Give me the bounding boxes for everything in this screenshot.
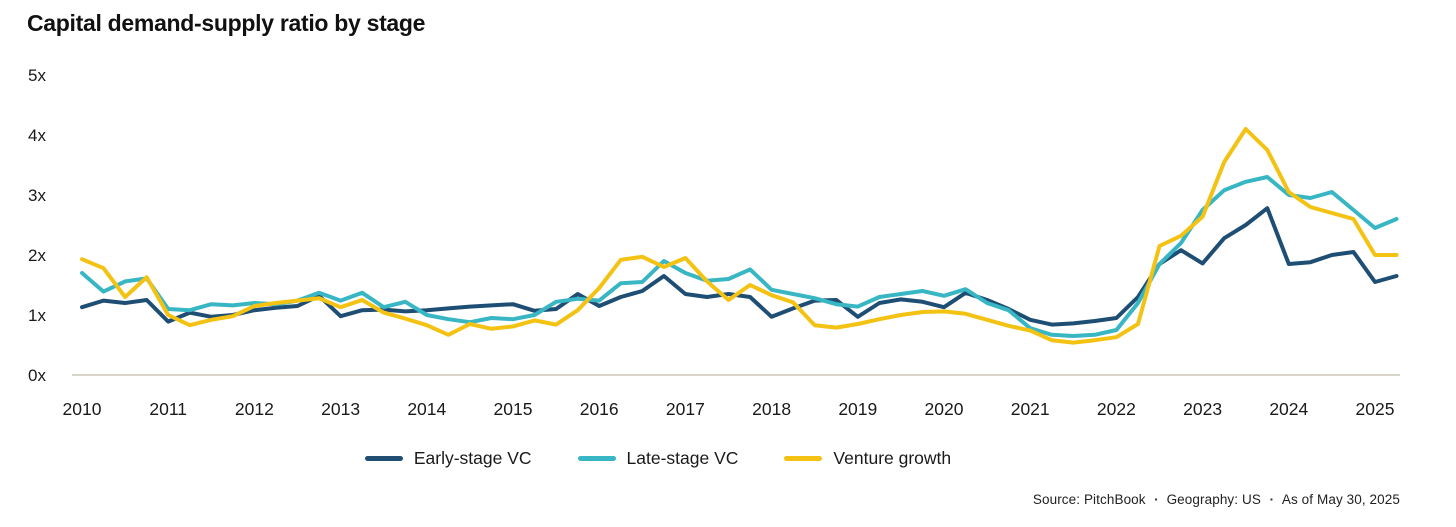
late-stage-vc-line-swatch xyxy=(577,456,616,461)
x-tick-label: 2016 xyxy=(580,399,619,419)
as-of-text: As of May 30, 2025 xyxy=(1281,492,1400,507)
x-tick-label: 2024 xyxy=(1269,399,1308,419)
chart-legend: Early-stage VC Late-stage VC Venture gro… xyxy=(0,448,1386,469)
x-tick-label: 2023 xyxy=(1183,399,1222,419)
x-tick-label: 2021 xyxy=(1011,399,1050,419)
x-tick-label: 2012 xyxy=(235,399,274,419)
y-tick-label: 2x xyxy=(28,246,46,265)
series-line-early-stage-vc xyxy=(80,206,1399,327)
legend-label: Late-stage VC xyxy=(626,448,739,468)
x-tick-label: 2015 xyxy=(494,399,533,419)
series-line-venture-growth xyxy=(80,127,1399,345)
x-tick-label: 2025 xyxy=(1356,399,1395,419)
legend-item-late-stage-vc: Late-stage VC xyxy=(577,448,739,469)
legend-item-venture-growth: Venture growth xyxy=(784,448,951,469)
bullet-separator: ▪ xyxy=(1154,495,1158,504)
x-tick-label: 2010 xyxy=(63,399,102,419)
venture-growth-line-swatch xyxy=(784,456,823,461)
x-tick-label: 2022 xyxy=(1097,399,1136,419)
bullet-separator: ▪ xyxy=(1269,495,1273,504)
chart-title: Capital demand-supply ratio by stage xyxy=(27,10,426,36)
x-tick-label: 2011 xyxy=(149,399,187,419)
source-line: Source: PitchBook ▪ Geography: US ▪ As o… xyxy=(1033,492,1400,507)
x-tick-label: 2020 xyxy=(925,399,964,419)
x-tick-label: 2018 xyxy=(752,399,791,419)
y-tick-label: 3x xyxy=(28,186,46,205)
early-stage-vc-line-swatch xyxy=(364,456,403,461)
y-tick-label: 4x xyxy=(28,126,46,145)
x-tick-label: 2019 xyxy=(838,399,877,419)
line-chart: 0x 1x 2x 3x 4x 5x 2010 2011 2012 2013 2014 2015 2016… xyxy=(28,66,1400,419)
x-tick-label: 2017 xyxy=(666,399,705,419)
geography-text: Geography: US xyxy=(1166,492,1261,507)
legend-item-early-stage-vc: Early-stage VC xyxy=(364,448,532,469)
legend-label: Early-stage VC xyxy=(413,448,532,468)
x-tick-label: 2013 xyxy=(321,399,360,419)
source-text: Source: PitchBook xyxy=(1032,492,1146,507)
y-tick-label: 1x xyxy=(28,306,46,325)
x-tick-label: 2014 xyxy=(407,399,446,419)
y-tick-label: 0x xyxy=(28,366,46,385)
y-tick-label: 5x xyxy=(28,66,46,85)
series-line-late-stage-vc xyxy=(80,175,1399,338)
legend-label: Venture growth xyxy=(833,448,952,468)
